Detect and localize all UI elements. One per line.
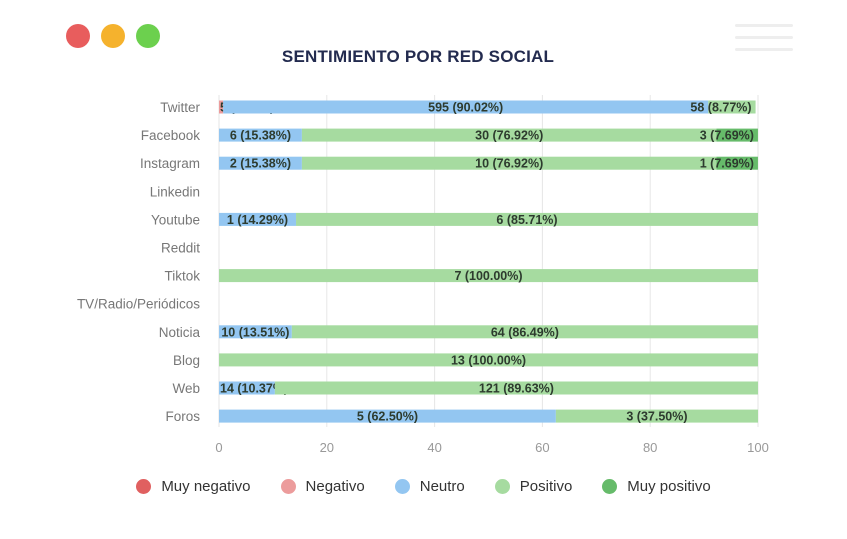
bar-segment: [219, 156, 302, 170]
bar-segment: [219, 409, 556, 423]
category-label: TV/Radio/Periódicos: [77, 297, 200, 312]
legend-item[interactable]: Negativo: [280, 478, 365, 495]
window-controls: [66, 24, 160, 48]
bar-segment: [555, 409, 758, 423]
category-label: Noticia: [159, 325, 201, 340]
x-tick-label: 100: [747, 440, 769, 455]
x-tick-label: 20: [320, 440, 334, 455]
legend-color-dot: [394, 479, 410, 494]
x-tick-label: 40: [427, 440, 441, 455]
data-label: 3 (7.69%): [700, 129, 754, 143]
data-label: 10 (76.92%): [475, 157, 543, 171]
bar-segment: [223, 100, 709, 114]
minimize-button[interactable]: [101, 24, 125, 48]
category-label: Blog: [173, 353, 200, 368]
data-label: 121 (89.63%): [479, 382, 554, 396]
bar-segment: [296, 212, 758, 226]
data-label: 30 (76.92%): [475, 129, 543, 143]
bar-segment: [716, 128, 758, 142]
bar-segment: [219, 269, 758, 283]
bar-segment: [301, 128, 717, 142]
legend-item[interactable]: Neutro: [394, 478, 465, 495]
legend-label: Negativo: [305, 478, 365, 495]
x-tick-label: 60: [535, 440, 549, 455]
bar-segment: [219, 212, 297, 226]
data-label: 6 (15.38%): [230, 129, 291, 143]
data-label: 1 (7.69%): [700, 157, 754, 171]
data-label: 13 (100.00%): [451, 353, 526, 367]
chart-title: SENTIMIENTO POR RED SOCIAL: [281, 47, 555, 66]
data-label: 1 (14.29%): [227, 213, 288, 227]
maximize-button[interactable]: [136, 24, 160, 48]
legend-item[interactable]: Positivo: [494, 478, 573, 495]
bar-segment: [716, 156, 758, 170]
bar-segment: [219, 100, 224, 114]
bar-segment: [219, 128, 302, 142]
chart-legend: Muy negativo Negativo Neutro Positivo Muy po…: [0, 478, 847, 495]
category-label: Facebook: [141, 128, 201, 143]
data-label: 64 (86.49%): [491, 325, 559, 339]
category-label: Twitter: [160, 100, 200, 115]
legend-label: Neutro: [419, 478, 465, 495]
data-label: 7 (100.00%): [454, 269, 522, 283]
x-tick-label: 80: [643, 440, 657, 455]
data-label: 5 (62.50%): [357, 410, 418, 424]
data-label: 58 (8.77%): [690, 101, 751, 115]
legend-label: Positivo: [519, 478, 573, 495]
legend-label: Muy positivo: [627, 478, 711, 495]
legend-color-dot: [494, 479, 510, 494]
bar-segment: [301, 156, 717, 170]
category-label: Web: [172, 381, 200, 396]
legend-color-dot: [280, 479, 296, 494]
legend-color-dot: [136, 479, 152, 494]
category-label: Linkedin: [150, 184, 200, 199]
data-label: 14 (10.37%): [220, 382, 288, 396]
data-label: 2 (15.38%): [230, 157, 291, 171]
data-label: 595 (90.02%): [428, 101, 503, 115]
data-label: 6 (85.71%): [496, 213, 557, 227]
legend-item[interactable]: Muy positivo: [602, 478, 711, 495]
legend-label: Muy negativo: [161, 478, 251, 495]
bar-segment: [219, 381, 275, 395]
bar-segment: [274, 381, 758, 395]
category-label: Reddit: [161, 241, 200, 256]
category-label: Youtube: [151, 212, 200, 227]
x-tick-label: 0: [215, 440, 222, 455]
bar-segment: [219, 325, 292, 339]
category-label: Instagram: [140, 156, 200, 171]
hamburger-menu-icon[interactable]: [735, 24, 793, 60]
legend-item[interactable]: Muy negativo: [136, 478, 251, 495]
bar-segment: [219, 353, 758, 367]
bar-segment: [708, 100, 756, 114]
data-label: 3 (37.50%): [626, 410, 687, 424]
category-label: Tiktok: [164, 269, 200, 284]
data-label: 10 (13.51%): [221, 325, 289, 339]
legend-color-dot: [602, 479, 618, 494]
close-button[interactable]: [66, 24, 90, 48]
bar-segment: [291, 325, 758, 339]
category-label: Foros: [165, 409, 200, 424]
